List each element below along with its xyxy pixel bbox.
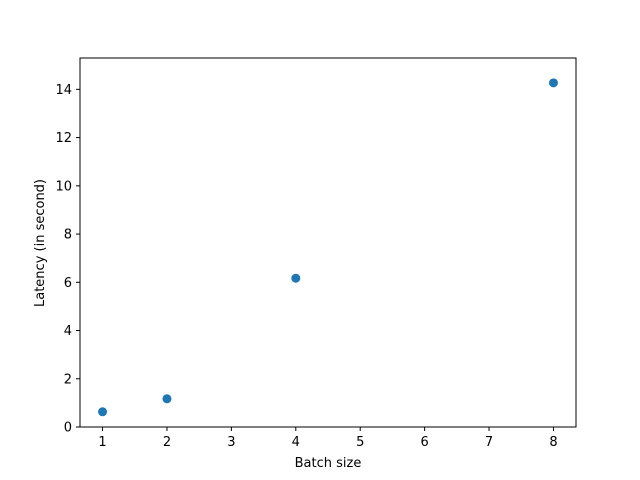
x-tick-label: 3 — [227, 435, 235, 450]
x-tick-label: 7 — [485, 435, 493, 450]
data-point — [548, 78, 558, 88]
x-axis-label: Batch size — [295, 456, 362, 471]
x-tick-label: 4 — [292, 435, 300, 450]
data-point — [162, 394, 172, 404]
y-axis-label: Latency (in second) — [33, 179, 48, 307]
x-tick-label: 1 — [98, 435, 106, 450]
data-point — [98, 407, 108, 417]
axes-frame — [79, 57, 577, 428]
data-point — [291, 273, 301, 283]
x-tick-label: 8 — [549, 435, 557, 450]
y-tick-label: 12 — [55, 131, 72, 146]
y-tick-label: 0 — [64, 421, 72, 436]
y-tick-label: 4 — [64, 324, 72, 339]
y-tick-label: 2 — [64, 372, 72, 387]
y-tick-label: 14 — [55, 83, 72, 98]
y-tick-label: 6 — [64, 276, 72, 291]
x-tick-label: 2 — [163, 435, 171, 450]
x-tick-label: 5 — [356, 435, 364, 450]
x-tick-label: 6 — [420, 435, 428, 450]
y-tick-label: 8 — [64, 228, 72, 243]
y-tick-label: 10 — [55, 179, 72, 194]
